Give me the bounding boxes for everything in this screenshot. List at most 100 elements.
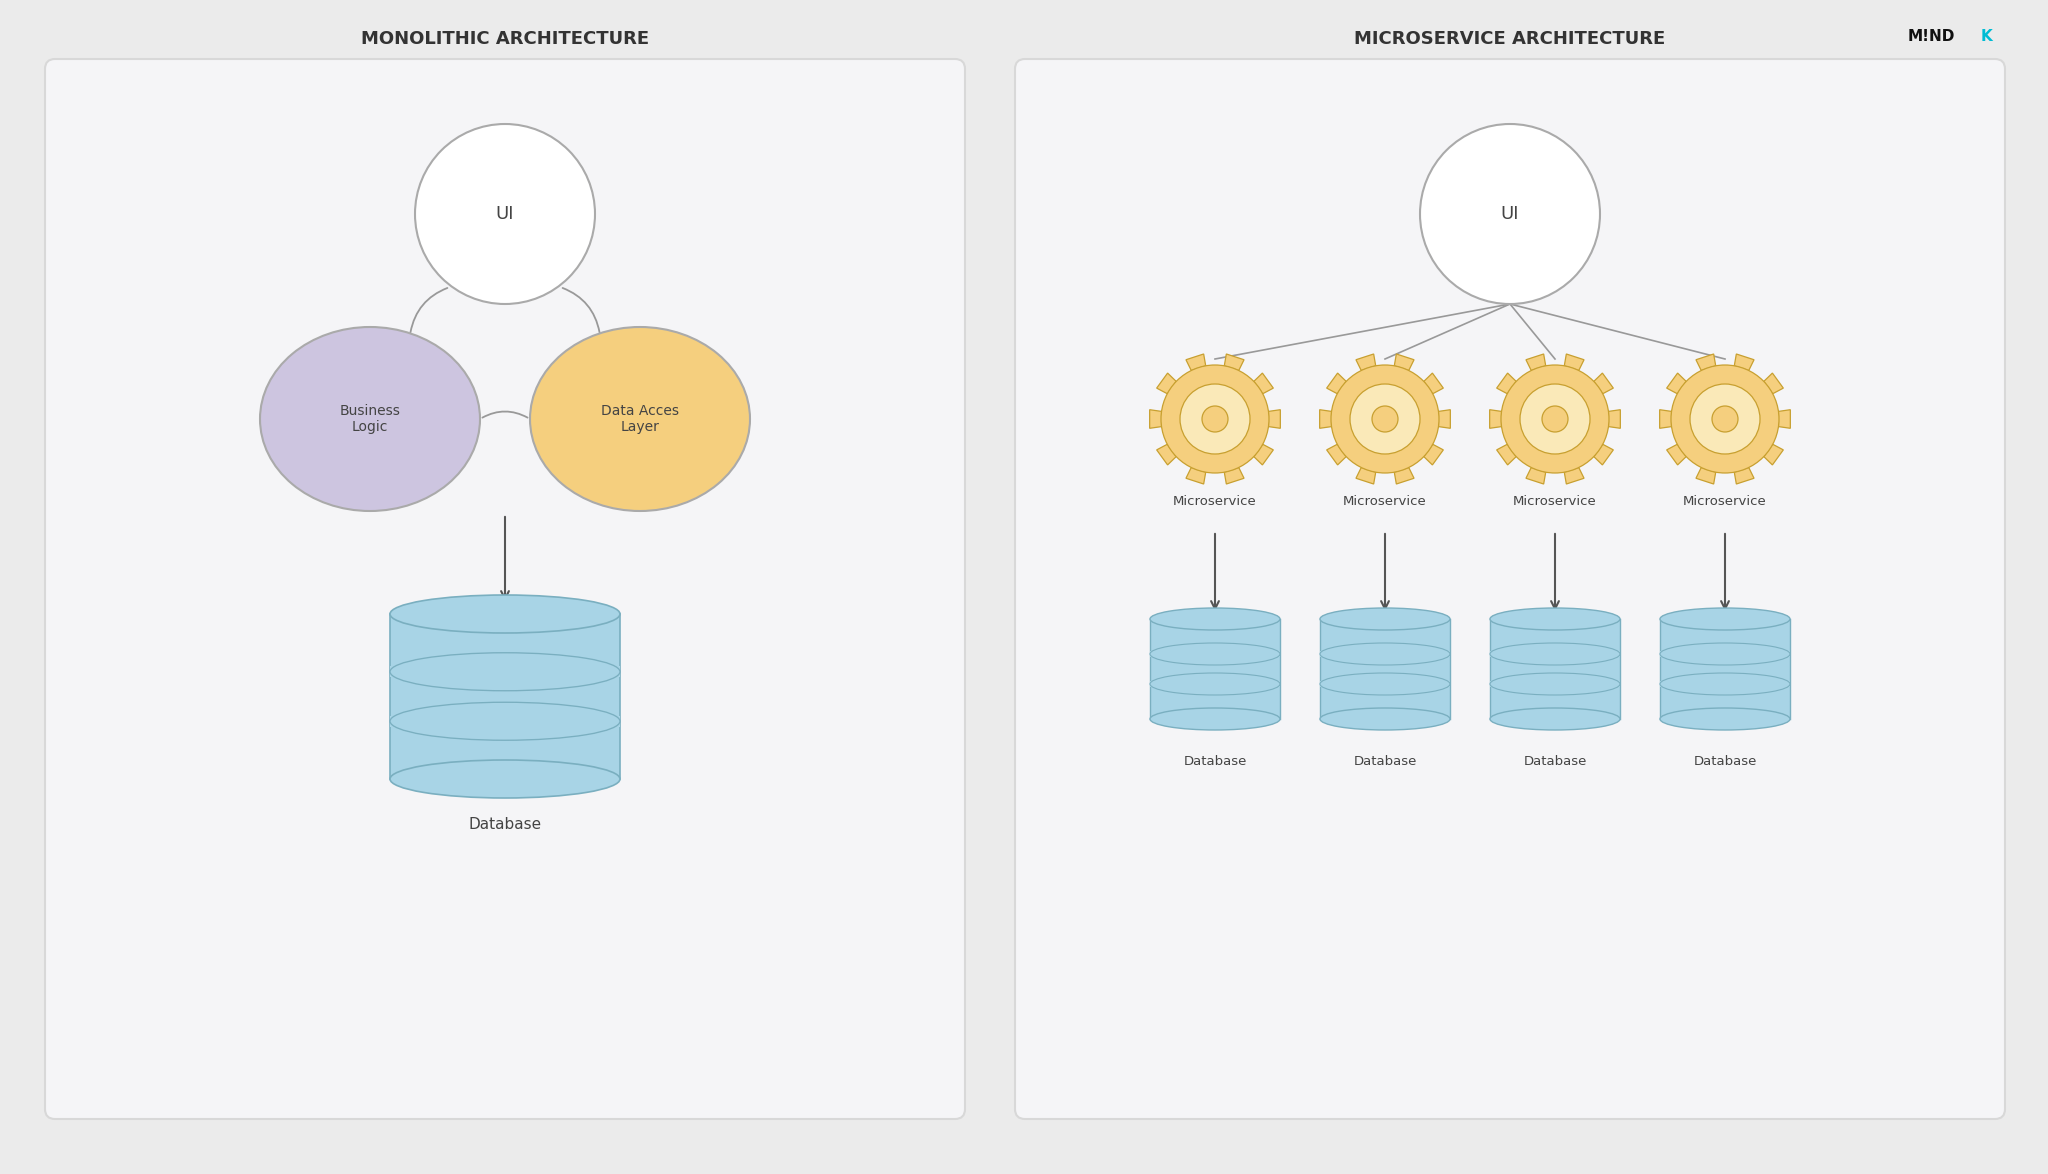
Circle shape bbox=[1372, 406, 1399, 432]
Text: UI: UI bbox=[496, 205, 514, 223]
Circle shape bbox=[1712, 406, 1739, 432]
FancyBboxPatch shape bbox=[1491, 619, 1620, 718]
FancyBboxPatch shape bbox=[389, 666, 621, 677]
Text: Database: Database bbox=[1354, 755, 1417, 768]
Circle shape bbox=[1690, 384, 1759, 454]
Text: Microservice: Microservice bbox=[1343, 494, 1427, 507]
Polygon shape bbox=[1157, 373, 1176, 393]
Ellipse shape bbox=[1151, 608, 1280, 630]
FancyBboxPatch shape bbox=[1661, 650, 1790, 657]
Polygon shape bbox=[1763, 444, 1784, 465]
Text: Database: Database bbox=[1524, 755, 1587, 768]
FancyBboxPatch shape bbox=[1321, 681, 1450, 687]
Text: Microservice: Microservice bbox=[1174, 494, 1257, 507]
Text: MICROSERVICE ARCHITECTURE: MICROSERVICE ARCHITECTURE bbox=[1354, 31, 1665, 48]
Polygon shape bbox=[1526, 467, 1546, 484]
Circle shape bbox=[416, 124, 596, 304]
Polygon shape bbox=[1497, 373, 1516, 393]
Polygon shape bbox=[1423, 444, 1444, 465]
Text: MONOLITHIC ARCHITECTURE: MONOLITHIC ARCHITECTURE bbox=[360, 31, 649, 48]
Text: Business
Logic: Business Logic bbox=[340, 404, 401, 434]
Text: Data Acces
Layer: Data Acces Layer bbox=[600, 404, 680, 434]
Circle shape bbox=[1331, 365, 1440, 473]
Text: UI: UI bbox=[1501, 205, 1520, 223]
FancyBboxPatch shape bbox=[45, 59, 965, 1119]
Ellipse shape bbox=[260, 328, 479, 511]
Polygon shape bbox=[1423, 373, 1444, 393]
Circle shape bbox=[1501, 365, 1610, 473]
Circle shape bbox=[1350, 384, 1419, 454]
Polygon shape bbox=[1395, 467, 1413, 484]
Polygon shape bbox=[1356, 467, 1376, 484]
Polygon shape bbox=[1186, 467, 1206, 484]
Polygon shape bbox=[1225, 467, 1243, 484]
Polygon shape bbox=[1565, 467, 1583, 484]
Polygon shape bbox=[1268, 410, 1280, 429]
FancyBboxPatch shape bbox=[389, 614, 621, 780]
Polygon shape bbox=[1778, 410, 1790, 429]
Circle shape bbox=[1161, 365, 1270, 473]
Polygon shape bbox=[1327, 444, 1346, 465]
Polygon shape bbox=[1356, 355, 1376, 371]
Polygon shape bbox=[1489, 410, 1501, 429]
Polygon shape bbox=[1253, 373, 1274, 393]
Polygon shape bbox=[1157, 444, 1176, 465]
Ellipse shape bbox=[1661, 708, 1790, 730]
Ellipse shape bbox=[1491, 708, 1620, 730]
Polygon shape bbox=[1735, 467, 1753, 484]
Circle shape bbox=[1180, 384, 1249, 454]
Circle shape bbox=[1419, 124, 1599, 304]
Ellipse shape bbox=[1491, 608, 1620, 630]
Polygon shape bbox=[1438, 410, 1450, 429]
FancyBboxPatch shape bbox=[1321, 619, 1450, 718]
Polygon shape bbox=[1659, 410, 1671, 429]
FancyBboxPatch shape bbox=[1491, 681, 1620, 687]
Ellipse shape bbox=[389, 595, 621, 633]
Polygon shape bbox=[1735, 355, 1753, 371]
FancyBboxPatch shape bbox=[1151, 681, 1280, 687]
Polygon shape bbox=[1395, 355, 1413, 371]
Text: Database: Database bbox=[1694, 755, 1757, 768]
Text: K: K bbox=[1980, 28, 1993, 43]
Polygon shape bbox=[1696, 467, 1716, 484]
Text: M!ND: M!ND bbox=[1907, 28, 1956, 43]
Text: Microservice: Microservice bbox=[1683, 494, 1767, 507]
Ellipse shape bbox=[389, 760, 621, 798]
Ellipse shape bbox=[1661, 608, 1790, 630]
Circle shape bbox=[1542, 406, 1569, 432]
FancyBboxPatch shape bbox=[1151, 619, 1280, 718]
FancyBboxPatch shape bbox=[1321, 650, 1450, 657]
Ellipse shape bbox=[1321, 708, 1450, 730]
Circle shape bbox=[1671, 365, 1780, 473]
Circle shape bbox=[1520, 384, 1589, 454]
Polygon shape bbox=[1319, 410, 1331, 429]
Ellipse shape bbox=[1151, 708, 1280, 730]
FancyBboxPatch shape bbox=[1661, 619, 1790, 718]
Polygon shape bbox=[1497, 444, 1516, 465]
Polygon shape bbox=[1593, 373, 1614, 393]
Polygon shape bbox=[1696, 355, 1716, 371]
FancyBboxPatch shape bbox=[1491, 650, 1620, 657]
Polygon shape bbox=[1526, 355, 1546, 371]
Polygon shape bbox=[1667, 444, 1686, 465]
Circle shape bbox=[1202, 406, 1229, 432]
Polygon shape bbox=[1593, 444, 1614, 465]
Polygon shape bbox=[1608, 410, 1620, 429]
Text: Database: Database bbox=[469, 816, 541, 831]
Polygon shape bbox=[1327, 373, 1346, 393]
Text: Microservice: Microservice bbox=[1513, 494, 1597, 507]
Polygon shape bbox=[1565, 355, 1583, 371]
FancyBboxPatch shape bbox=[389, 715, 621, 727]
Ellipse shape bbox=[530, 328, 750, 511]
FancyBboxPatch shape bbox=[1151, 650, 1280, 657]
Polygon shape bbox=[1667, 373, 1686, 393]
Polygon shape bbox=[1225, 355, 1243, 371]
Text: Database: Database bbox=[1184, 755, 1247, 768]
Polygon shape bbox=[1149, 410, 1161, 429]
Polygon shape bbox=[1763, 373, 1784, 393]
Polygon shape bbox=[1186, 355, 1206, 371]
Polygon shape bbox=[1253, 444, 1274, 465]
FancyBboxPatch shape bbox=[1661, 681, 1790, 687]
FancyBboxPatch shape bbox=[1016, 59, 2005, 1119]
Ellipse shape bbox=[1321, 608, 1450, 630]
